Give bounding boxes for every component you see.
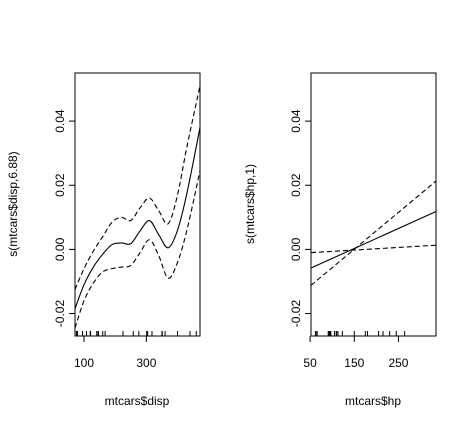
y-tick-label: 0.04: [289, 109, 303, 133]
y-tick-label: 0.02: [289, 173, 303, 197]
x-tick-label: 150: [344, 356, 364, 370]
x-ticks: 100 300: [74, 336, 157, 370]
y-tick-label: -0.02: [53, 300, 67, 328]
curves: [310, 180, 437, 286]
x-axis-title: mtcars$hp: [345, 394, 401, 408]
confidence-band-line: [74, 170, 201, 329]
y-tick-label: 0.02: [53, 173, 67, 197]
y-axis-title: s(mtcars$disp,6.88): [6, 151, 20, 256]
smooth-estimate-line: [74, 127, 201, 309]
y-tick-label: 0.00: [53, 237, 67, 261]
x-tick-label: 100: [74, 356, 94, 370]
y-tick-label: 0.04: [53, 109, 67, 133]
y-ticks: -0.02 0.00 0.02 0.04: [53, 109, 75, 327]
rug-marks: [74, 331, 201, 336]
x-tick-label: 50: [303, 356, 317, 370]
y-ticks: -0.02 0.00 0.02 0.04: [289, 109, 311, 327]
panel-hp: s(mtcars$hp,1) mtcars$hp -0.02 0.00 0.02 0.…: [243, 72, 437, 408]
confidence-band-line: [310, 180, 437, 286]
x-tick-label: 300: [136, 356, 156, 370]
plot-frame: [310, 72, 437, 337]
plot-frame: [74, 72, 201, 337]
x-axis-title: mtcars$disp: [105, 394, 170, 408]
x-tick-label: 250: [388, 356, 408, 370]
y-tick-label: 0.00: [289, 237, 303, 261]
panel-disp: s(mtcars$disp,6.88) mtcars$disp -0.02 0.0…: [6, 72, 201, 408]
smooth-estimate-line: [310, 211, 437, 269]
y-tick-label: -0.02: [289, 300, 303, 328]
confidence-band-line: [74, 85, 201, 290]
rug-marks: [310, 331, 437, 336]
confidence-band-line: [310, 244, 437, 254]
y-axis-title: s(mtcars$hp,1): [243, 164, 257, 244]
x-ticks: 50 150 250: [303, 336, 409, 370]
curves: [74, 85, 201, 329]
